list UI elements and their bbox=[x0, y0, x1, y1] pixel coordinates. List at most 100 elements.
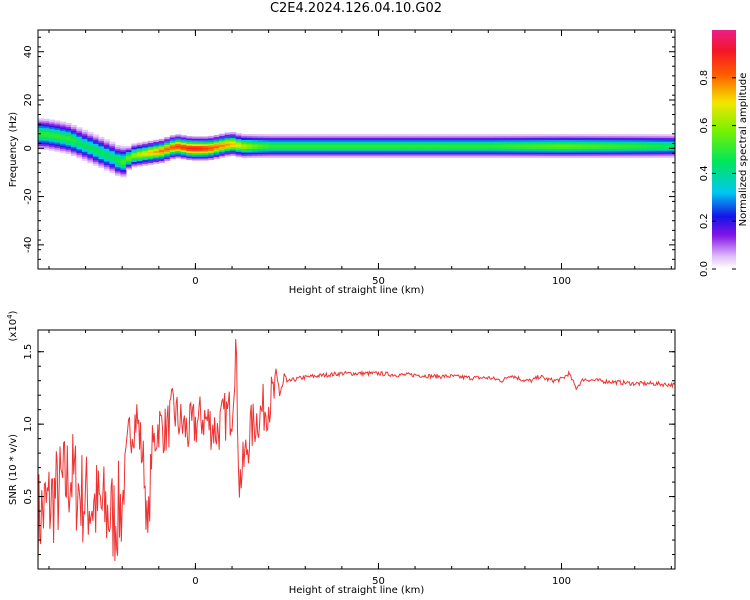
spectrogram-cell bbox=[658, 135, 665, 139]
spectrogram-cell bbox=[312, 150, 319, 153]
spectrogram-cell bbox=[114, 164, 121, 168]
spectrogram-cell bbox=[647, 145, 654, 148]
spectrogram-cell bbox=[416, 145, 423, 148]
spectrogram-cell bbox=[548, 143, 555, 146]
spectrogram-cell bbox=[427, 154, 434, 157]
spectrogram-cell bbox=[252, 141, 259, 144]
spectrogram-cell bbox=[449, 148, 456, 151]
spectrogram-cell bbox=[114, 172, 121, 175]
spectrogram-cell bbox=[312, 146, 319, 149]
spectrogram-cell bbox=[87, 146, 94, 149]
spectrogram-cell bbox=[114, 170, 121, 173]
spectrogram-cell bbox=[213, 154, 220, 157]
spectrogram-cell bbox=[125, 155, 132, 158]
spectrogram-cell bbox=[290, 154, 297, 157]
spectrogram-cell bbox=[191, 151, 198, 154]
spectrogram-cell bbox=[38, 138, 45, 141]
spectrogram-cell bbox=[554, 146, 561, 149]
spectrogram-cell bbox=[592, 145, 599, 148]
colorbar-cell bbox=[712, 131, 736, 135]
spectrogram-cell bbox=[230, 137, 237, 140]
spectrogram-cell bbox=[592, 146, 599, 149]
spectrogram-cell bbox=[658, 139, 665, 142]
spectrogram-cell bbox=[169, 146, 176, 149]
colorbar-cell bbox=[712, 139, 736, 143]
spectrogram-cell bbox=[65, 137, 72, 140]
spectrogram-cell bbox=[460, 143, 467, 146]
spectrogram-cell bbox=[554, 137, 561, 140]
spectrogram-cell bbox=[263, 143, 270, 146]
spectrogram-cell bbox=[329, 134, 336, 137]
spectrogram-cell bbox=[356, 139, 363, 142]
spectrogram-cell bbox=[186, 139, 193, 142]
spectrogram-cell bbox=[43, 147, 50, 150]
colorbar-cell bbox=[712, 63, 736, 67]
spectrogram-cell bbox=[537, 152, 544, 155]
spectrogram-cell bbox=[65, 133, 72, 136]
spectrogram-cell bbox=[279, 154, 286, 157]
spectrogram-cell bbox=[241, 135, 248, 139]
spectrogram-cell bbox=[614, 137, 621, 140]
spectrogram-cell bbox=[285, 139, 292, 142]
spectrogram-cell bbox=[427, 135, 434, 139]
spectrogram-cell bbox=[202, 143, 209, 146]
spectrogram-cell bbox=[164, 144, 171, 147]
spectrogram-cell bbox=[416, 146, 423, 149]
spectrogram-cell bbox=[252, 139, 259, 142]
x-tick-label: 50 bbox=[372, 576, 385, 587]
colorbar-cell bbox=[712, 179, 736, 182]
spectrogram-cell bbox=[471, 134, 478, 137]
spectrogram-cell bbox=[405, 135, 412, 139]
spectrogram-cell bbox=[125, 167, 132, 171]
spectrogram-cell bbox=[54, 127, 61, 130]
spectrogram-cell bbox=[620, 134, 627, 137]
spectrogram-cell bbox=[675, 152, 681, 154]
spectrogram-cell bbox=[587, 146, 594, 149]
spectrogram-cell bbox=[493, 135, 500, 139]
spectrogram-cell bbox=[340, 139, 347, 142]
spectrogram-cell bbox=[60, 128, 67, 132]
colorbar-cell bbox=[712, 67, 736, 71]
colorbar-cell bbox=[712, 127, 736, 131]
colorbar-cell bbox=[712, 211, 736, 214]
spectrogram-cell bbox=[329, 152, 336, 155]
spectrogram-cell bbox=[279, 145, 286, 148]
colorbar-cell bbox=[712, 157, 736, 160]
spectrogram-cell bbox=[274, 155, 281, 158]
spectrogram-cell bbox=[449, 141, 456, 144]
spectrogram-cell bbox=[570, 141, 577, 144]
spectrogram-cell bbox=[153, 147, 160, 150]
spectrogram-cell bbox=[449, 137, 456, 140]
spectrogram-cell bbox=[81, 155, 88, 158]
spectrogram-cell bbox=[208, 152, 215, 155]
spectrogram-cell bbox=[526, 137, 533, 140]
spectrogram-cell bbox=[455, 139, 462, 142]
spectrogram-cell bbox=[169, 142, 176, 145]
spectrogram-cell bbox=[427, 141, 434, 144]
spectrogram-cell bbox=[647, 141, 654, 144]
spectrogram-cell bbox=[675, 140, 681, 142]
colorbar-cell bbox=[712, 41, 736, 45]
spectrogram-cell bbox=[312, 143, 319, 146]
spectrogram-cell bbox=[334, 134, 341, 137]
spectrogram-cell bbox=[285, 148, 292, 151]
spectrogram-cell bbox=[285, 150, 292, 153]
colorbar-cell bbox=[712, 233, 736, 236]
spectrogram-cell bbox=[109, 170, 116, 173]
spectrogram-cell bbox=[219, 146, 226, 149]
spectrogram-cell bbox=[202, 147, 209, 150]
spectrogram-cell bbox=[158, 148, 165, 151]
spectrogram-cell bbox=[175, 134, 182, 137]
spectrogram-cell bbox=[466, 145, 473, 148]
spectrogram-cell bbox=[471, 152, 478, 155]
spectrogram-cell bbox=[455, 134, 462, 137]
spectrogram-cell bbox=[65, 126, 72, 129]
spectrogram-cell bbox=[460, 154, 467, 157]
spectrogram-cell bbox=[384, 139, 391, 142]
spectrogram-cell bbox=[587, 150, 594, 153]
spectrogram-cell bbox=[153, 152, 160, 155]
spectrogram-cell bbox=[81, 131, 88, 134]
y-multiplier-label: (x104) bbox=[6, 310, 19, 341]
spectrogram-cell bbox=[87, 139, 94, 142]
spectrogram-cell bbox=[642, 155, 649, 158]
